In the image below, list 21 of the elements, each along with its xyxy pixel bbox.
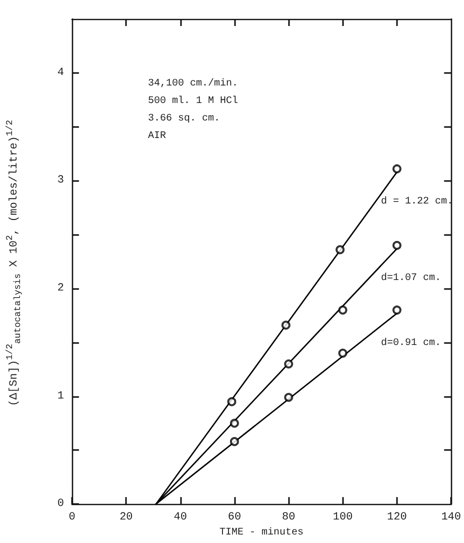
x-tick-label: 0 xyxy=(68,512,76,524)
y-tick-label: 2 xyxy=(57,282,64,294)
annotation: 3.66 sq. cm. xyxy=(148,114,220,124)
y-tick-label: 3 xyxy=(57,174,64,187)
y-tick-label: 1 xyxy=(57,390,64,402)
series-label: d = 1.22 cm. xyxy=(380,196,453,208)
y-tick-label: 4 xyxy=(57,66,64,79)
y-tick-label: 0 xyxy=(57,498,64,510)
x-tick-label: 120 xyxy=(387,512,407,524)
annotation: AIR xyxy=(148,131,166,142)
annotation: 500 ml. 1 M HCl xyxy=(148,95,238,107)
series-label: d=0.91 cm. xyxy=(380,336,441,349)
x-tick-label: 60 xyxy=(228,512,242,524)
series-label: d=1.07 cm. xyxy=(380,272,441,284)
x-tick-label: 40 xyxy=(174,512,187,524)
x-tick-label: 100 xyxy=(332,512,353,524)
x-tick-label: 80 xyxy=(282,512,296,524)
annotation: 34,100 cm./min. xyxy=(148,78,238,90)
x-tick-label: 20 xyxy=(120,512,133,524)
x-tick-label: 140 xyxy=(441,512,462,524)
x-axis-title: TIME - minutes xyxy=(220,526,304,538)
